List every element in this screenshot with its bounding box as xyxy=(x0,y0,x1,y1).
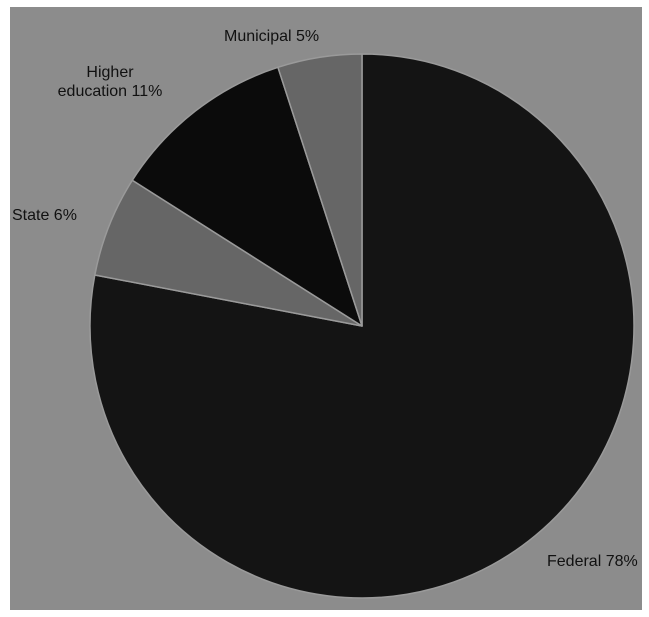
slice-label-federal: Federal 78% xyxy=(547,553,638,570)
slice-label-state: State 6% xyxy=(12,207,77,224)
slice-label-municipal: Municipal 5% xyxy=(224,28,320,45)
pie-chart: Federal 78% State 6% Higher education 11… xyxy=(10,7,642,610)
pie-slice-municipal xyxy=(277,53,363,327)
pie-chart-svg xyxy=(89,53,635,599)
slice-label-higher-education: Higher education 11% xyxy=(57,64,163,100)
pie-slice-higher-education xyxy=(131,66,363,327)
